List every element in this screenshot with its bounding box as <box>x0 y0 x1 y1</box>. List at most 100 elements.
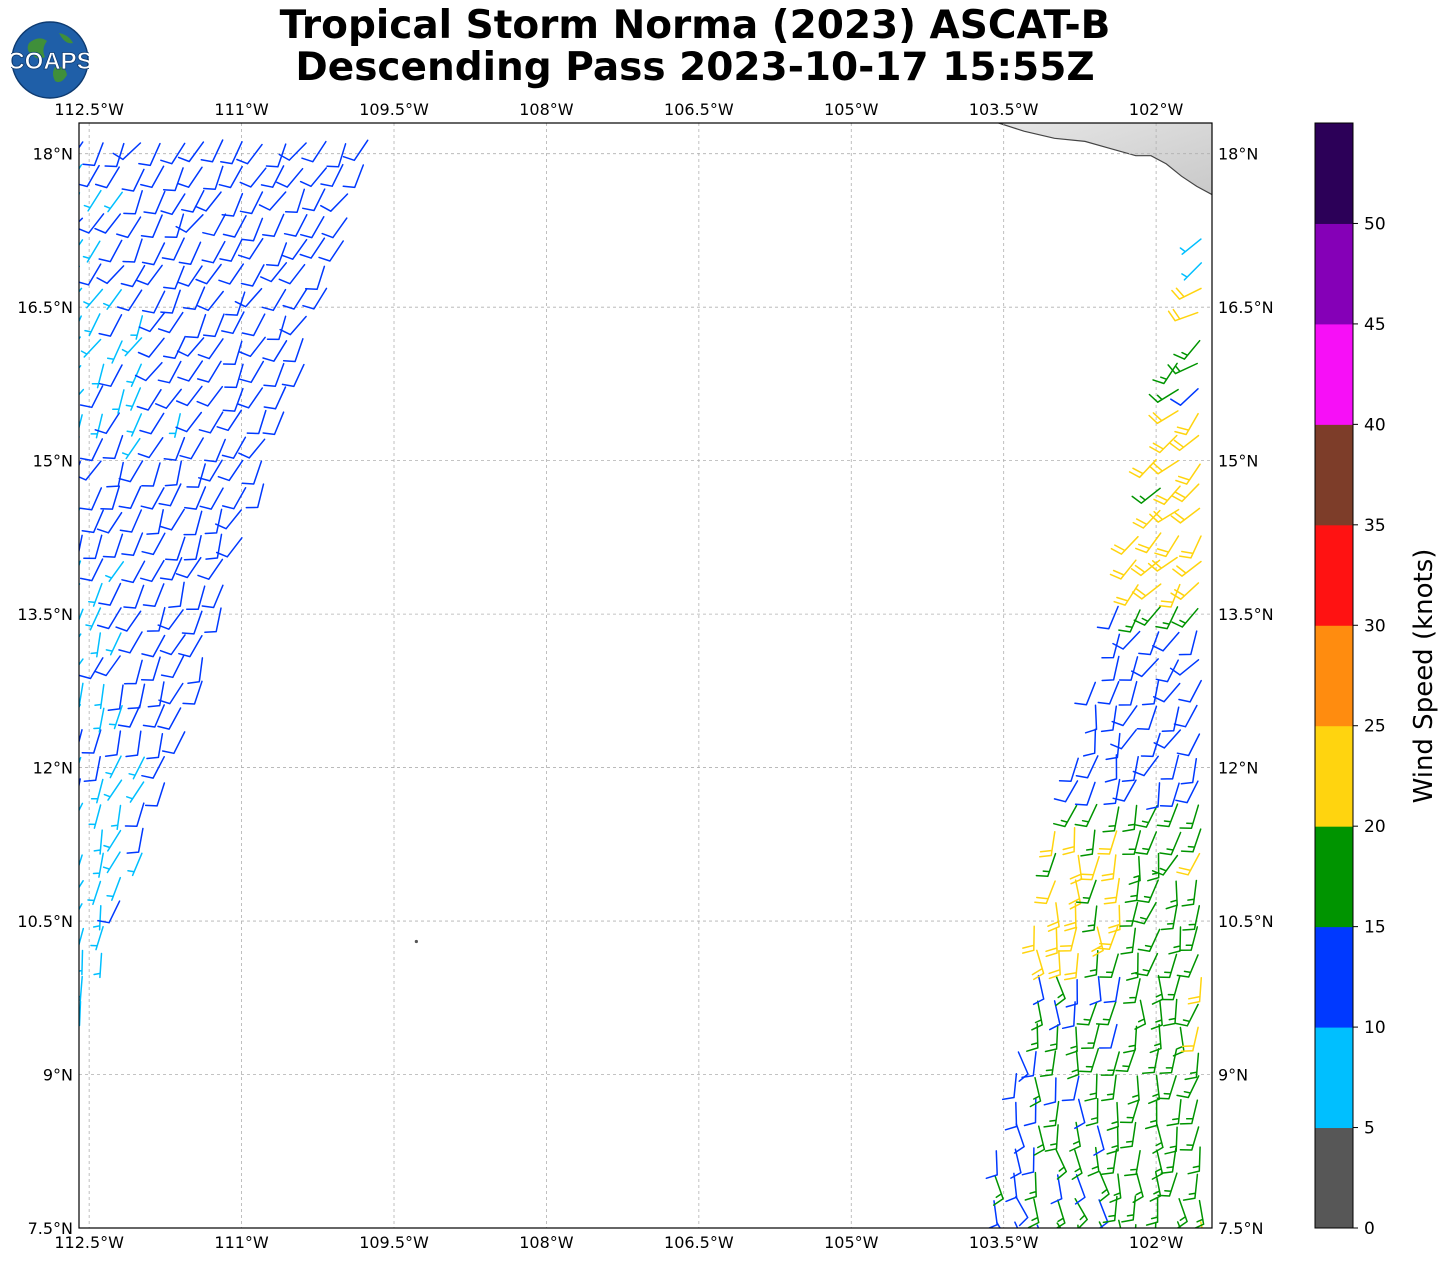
wind-barb <box>217 459 244 482</box>
wind-barb <box>1174 412 1199 436</box>
wind-barb <box>187 657 204 685</box>
wind-barb <box>1098 1171 1110 1202</box>
wind-barb <box>88 804 102 829</box>
wind-barb <box>79 239 84 247</box>
wind-barb <box>1010 1148 1022 1179</box>
wind-barb <box>1021 1051 1037 1079</box>
wind-barb <box>1152 362 1178 385</box>
wind-barb <box>146 509 164 535</box>
wind-barb <box>203 165 224 190</box>
wind-barb <box>79 487 103 511</box>
wind-barb <box>1035 852 1057 878</box>
wind-barb <box>1167 308 1199 322</box>
wind-barb <box>1135 532 1162 554</box>
wind-barb <box>128 756 145 780</box>
wind-barb <box>118 485 142 510</box>
wind-barb <box>1112 630 1141 650</box>
gridlines <box>79 123 1212 1228</box>
wind-barb <box>122 238 143 263</box>
wind-barb <box>320 193 349 212</box>
wind-barb <box>1181 879 1198 907</box>
lat-tick-label-left: 16.5°N <box>17 298 73 317</box>
wind-barb <box>98 364 123 387</box>
wind-barb <box>176 337 205 357</box>
title-line-1: Tropical Storm Norma (2023) ASCAT-B <box>279 3 1111 48</box>
colorbar-frame <box>1314 122 1354 1229</box>
wind-barb <box>1141 679 1160 706</box>
chart-title: Tropical Storm Norma (2023) ASCAT-B Desc… <box>0 5 1390 89</box>
wind-barb <box>147 681 165 708</box>
wind-barb <box>1014 1221 1019 1228</box>
wind-barb <box>126 827 144 854</box>
wind-barb <box>1182 1173 1199 1201</box>
wind-barb <box>106 340 123 364</box>
wind-barb <box>79 682 84 708</box>
wind-barb <box>181 610 203 635</box>
colorbar-tick-label: 0 <box>1364 1219 1375 1239</box>
ocean-background <box>79 123 1212 1228</box>
wind-barb <box>1180 828 1202 853</box>
wind-barb <box>143 190 166 215</box>
wind-barb <box>79 192 81 197</box>
land-mass <box>998 123 1212 195</box>
lat-tick-label-right: 9°N <box>1218 1066 1248 1085</box>
wind-barb <box>119 509 143 533</box>
wind-barb <box>299 237 326 259</box>
wind-barb <box>199 487 224 510</box>
wind-barb <box>326 143 347 168</box>
wind-barb <box>82 142 104 167</box>
wind-barb <box>121 337 143 357</box>
colorbar-tick-label: 5 <box>1364 1119 1375 1139</box>
wind-barb <box>1148 1074 1161 1105</box>
lon-tick-label-bottom: 108°W <box>519 1233 574 1252</box>
wind-barb <box>1172 560 1202 577</box>
colorbar: 0 5 10 15 20 25 30 35 40 45 50 Wind Speed (knots) <box>1314 122 1439 1239</box>
wind-barb <box>79 534 83 555</box>
wind-barb <box>204 607 222 634</box>
wind-barb <box>103 191 123 213</box>
wind-barb <box>1044 1024 1059 1053</box>
wind-barb <box>1134 999 1147 1030</box>
wind-barb <box>1144 1100 1158 1130</box>
wind-barb <box>197 558 224 580</box>
wind-barb <box>219 238 243 262</box>
wind-barb <box>79 854 83 868</box>
wind-barb <box>106 876 122 901</box>
wind-barb <box>162 167 184 192</box>
wind-barb <box>1151 854 1179 876</box>
colorbar-bin <box>1315 1027 1353 1129</box>
wind-barb <box>87 880 102 906</box>
wind-barb <box>1161 706 1180 733</box>
wind-barb <box>90 778 104 804</box>
wind-barb <box>1130 559 1161 577</box>
wind-barb <box>1135 831 1158 855</box>
wind-barb <box>146 732 164 760</box>
wind-barb <box>1171 287 1202 300</box>
wind-barb <box>127 852 143 877</box>
wind-barb <box>102 851 121 874</box>
lon-tick-label-top: 111°W <box>214 100 269 119</box>
wind-barb <box>220 141 243 165</box>
colorbar-tick-label: 25 <box>1364 717 1386 737</box>
wind-barb <box>1098 1023 1118 1049</box>
wind-barb <box>1082 905 1098 933</box>
wind-barb <box>1177 1198 1188 1228</box>
wind-barb <box>1032 974 1045 1006</box>
wind-barb <box>1171 607 1199 628</box>
wind-barb <box>104 142 125 168</box>
wind-barb <box>1118 1219 1122 1228</box>
wind-barb <box>79 704 81 708</box>
wind-barb <box>94 166 120 189</box>
wind-barb <box>992 1175 1004 1206</box>
wind-barb <box>140 656 161 681</box>
wind-barb <box>1085 1097 1099 1127</box>
wind-barb <box>1063 952 1079 981</box>
wind-barb <box>106 461 124 488</box>
wind-barb <box>79 558 104 582</box>
wind-barb <box>321 217 348 239</box>
wind-barb <box>177 141 205 163</box>
wind-barb <box>102 289 122 310</box>
wind-barb <box>241 217 264 242</box>
wind-barb <box>93 707 105 733</box>
wind-barb <box>160 289 181 314</box>
